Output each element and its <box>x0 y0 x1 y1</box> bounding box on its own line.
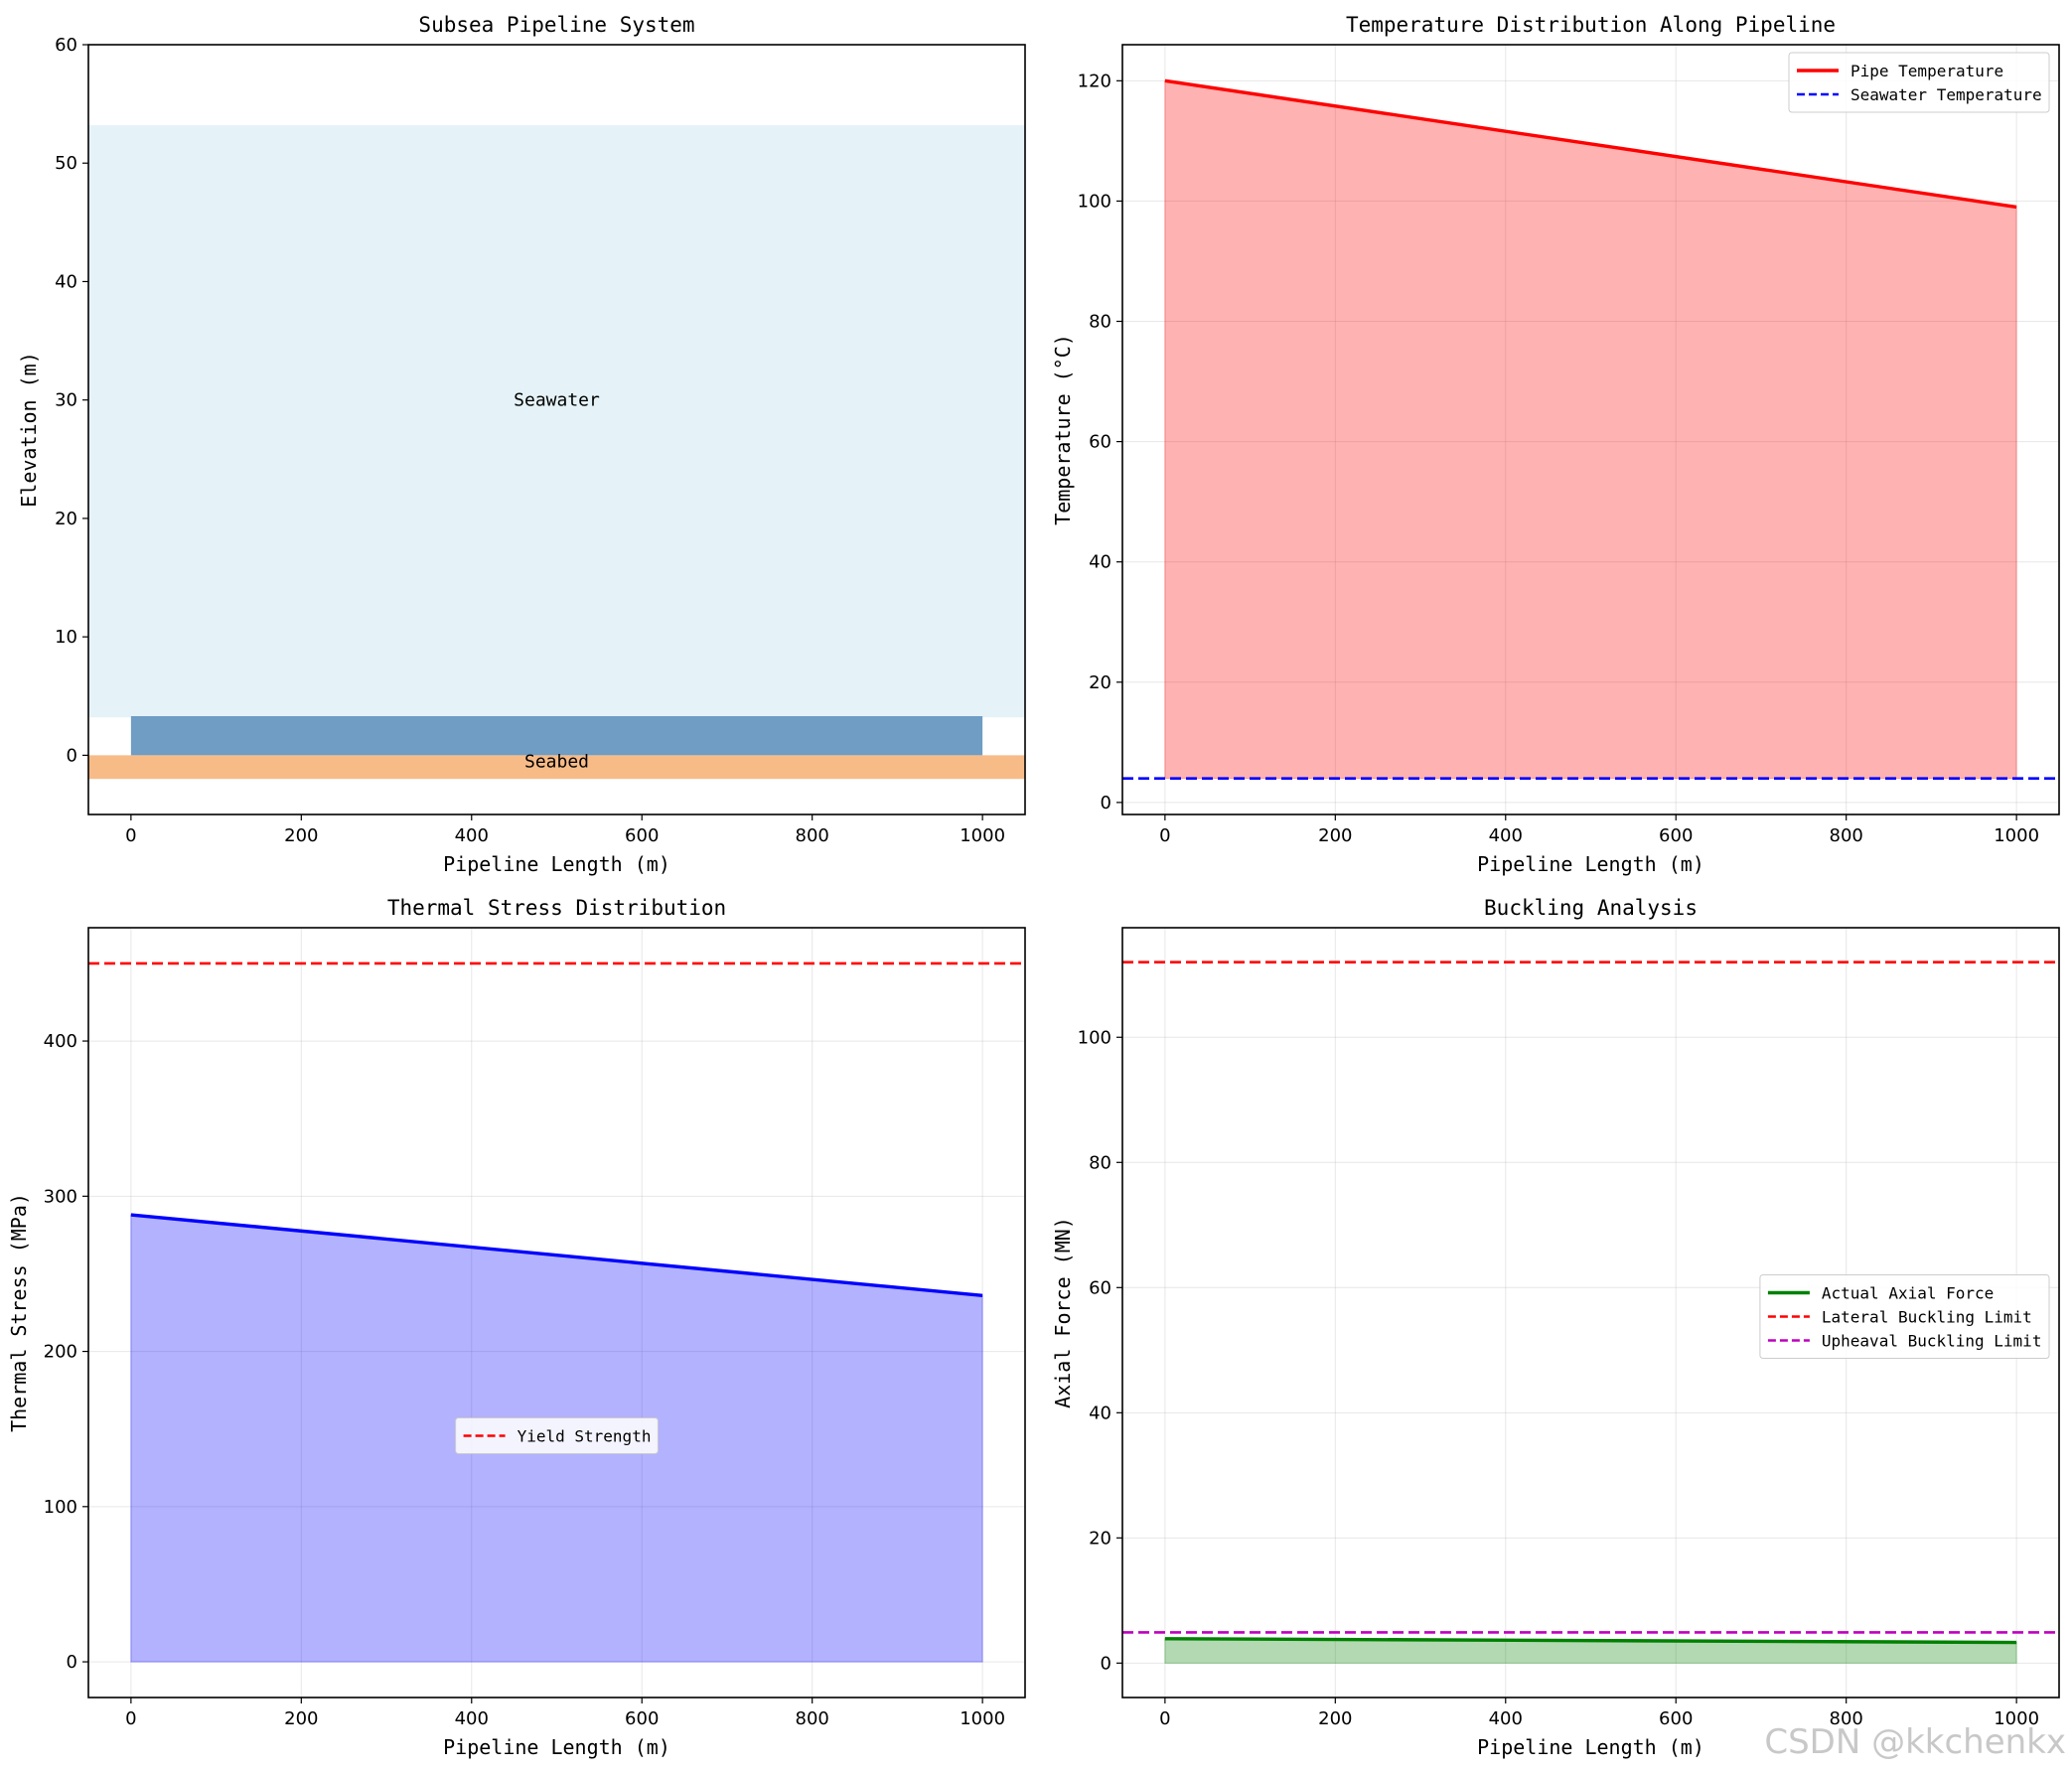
y-axis-label: Axial Force (MN) <box>1051 1217 1075 1408</box>
x-tick-label: 800 <box>1830 1708 1863 1729</box>
y-tick-label: 80 <box>1089 312 1111 333</box>
legend-label: Upheaval Buckling Limit <box>1822 1332 2042 1351</box>
series-line-actual-axial-force <box>1164 1637 2017 1645</box>
y-tick-label: 40 <box>55 271 77 292</box>
plot-area <box>1122 960 2059 1664</box>
x-tick-label: 800 <box>796 825 829 846</box>
y-tick-label: 30 <box>55 390 77 411</box>
x-tick-label: 0 <box>125 1708 136 1729</box>
y-tick-label: 50 <box>55 153 77 174</box>
y-tick-label: 40 <box>1089 552 1111 573</box>
chart-buckling: 0 200 400 600 800 1000 0 20 40 60 80 100 Buckling An… <box>1051 896 2060 1759</box>
y-tick-label: 120 <box>1078 71 1111 91</box>
x-axis-label: Pipeline Length (m) <box>1477 1735 1704 1759</box>
x-tick-label: 1000 <box>1994 1708 2039 1729</box>
axes-frame <box>1121 927 2060 1699</box>
legend-frame <box>455 1417 659 1454</box>
x-axis-label: Pipeline Length (m) <box>443 852 670 876</box>
y-tick-label: 80 <box>1089 1152 1111 1173</box>
watermark: CSDN @kkchenkx <box>1764 1722 2066 1762</box>
region-seabed <box>88 755 1025 780</box>
annotation-seabed: Seabed <box>524 751 589 772</box>
x-tick-label: 1000 <box>960 825 1005 846</box>
y-tick-label: 0 <box>67 1652 77 1673</box>
chart-title: Subsea Pipeline System <box>418 13 694 37</box>
x-tick-label: 200 <box>284 1708 318 1729</box>
chart-title: Temperature Distribution Along Pipeline <box>1346 13 1836 37</box>
y-tick-label: 10 <box>55 627 77 648</box>
annotation-seawater: Seawater <box>514 390 600 411</box>
y-tick-label: 400 <box>44 1031 77 1052</box>
y-tick-label: 60 <box>55 35 77 56</box>
y-axis-label: Thermal Stress (MPa) <box>7 1193 31 1432</box>
x-tick-label: 600 <box>1659 1708 1693 1729</box>
series-line-pipe-temperature <box>1164 78 2017 210</box>
grid-lines <box>1122 928 2059 1698</box>
y-tick-label: 20 <box>55 509 77 529</box>
x-tick-label: 1000 <box>960 1708 1005 1729</box>
x-tick-label: 600 <box>625 1708 659 1729</box>
x-tick-label: 200 <box>284 825 318 846</box>
chart-temperature: 0 200 400 600 800 1000 0 20 40 60 80 100 120 Temperat… <box>1051 13 2060 876</box>
x-tick-label: 0 <box>1159 825 1170 846</box>
x-tick-label: 0 <box>125 825 136 846</box>
legend: Pipe Temperature Seawater Temperature <box>1788 52 2050 113</box>
y-tick-label: 0 <box>67 745 77 766</box>
legend-label: Seawater Temperature <box>1850 85 2042 104</box>
y-tick-label: 60 <box>1089 432 1111 453</box>
y-tick-label: 200 <box>44 1342 77 1363</box>
axes-frame <box>1121 44 2060 815</box>
grid-lines <box>1122 45 2059 814</box>
x-tick-label: 600 <box>1659 825 1693 846</box>
chart-title: Buckling Analysis <box>1484 896 1698 920</box>
x-tick-label: 800 <box>796 1708 829 1729</box>
y-axis-label: Temperature (°C) <box>1051 334 1075 525</box>
y-tick-label: 20 <box>1089 672 1111 693</box>
y-tick-label: 100 <box>44 1497 77 1518</box>
x-tick-label: 400 <box>455 1708 489 1729</box>
x-tick-label: 200 <box>1318 1708 1352 1729</box>
x-axis-label: Pipeline Length (m) <box>443 1735 670 1759</box>
x-axis-label: Pipeline Length (m) <box>1477 852 1704 876</box>
region-seawater <box>88 125 1025 718</box>
chart-thermal-stress: 0 200 400 600 800 1000 0 100 200 300 400 Thermal St… <box>7 896 1026 1759</box>
y-tick-label: 100 <box>1078 191 1111 212</box>
y-tick-label: 60 <box>1089 1277 1111 1298</box>
series-line-thermal-stress <box>130 1213 983 1298</box>
y-axis-label: Elevation (m) <box>17 352 41 508</box>
legend-frame <box>1759 1274 2050 1359</box>
legend-label: Lateral Buckling Limit <box>1822 1308 2032 1327</box>
axes-frame <box>87 44 1026 815</box>
y-tick-label: 100 <box>1078 1027 1111 1048</box>
x-tick-label: 800 <box>1830 825 1863 846</box>
y-tick-label: 40 <box>1089 1403 1111 1423</box>
chart-subsea-system: Seawater Seabed 0 200 400 600 800 1000 0 10 20 30 40… <box>17 13 1026 876</box>
y-tick-label: 0 <box>1101 1653 1111 1674</box>
x-tick-label: 200 <box>1318 825 1352 846</box>
x-tick-label: 400 <box>1489 1708 1523 1729</box>
chart-title: Thermal Stress Distribution <box>387 896 726 920</box>
x-tick-label: 0 <box>1159 1708 1170 1729</box>
legend-label: Yield Strength <box>518 1427 652 1446</box>
x-tick-label: 400 <box>1489 825 1523 846</box>
plot-area <box>1122 78 2059 780</box>
x-tick-label: 400 <box>455 825 489 846</box>
legend-frame <box>1788 52 2050 113</box>
y-tick-label: 0 <box>1101 793 1111 813</box>
y-tick-label: 20 <box>1089 1528 1111 1549</box>
legend-label: Actual Axial Force <box>1822 1284 1994 1303</box>
x-tick-label: 600 <box>625 825 659 846</box>
legend: Actual Axial Force Lateral Buckling Limit… <box>1759 1274 2050 1359</box>
legend-label: Pipe Temperature <box>1850 62 2003 80</box>
grid-lines <box>88 928 1025 1698</box>
y-tick-label: 300 <box>44 1186 77 1207</box>
legend: Yield Strength <box>455 1417 659 1454</box>
x-tick-label: 1000 <box>1994 825 2039 846</box>
axes-frame <box>87 927 1026 1699</box>
region-pipeline <box>130 716 983 756</box>
plot-area <box>88 125 1025 780</box>
